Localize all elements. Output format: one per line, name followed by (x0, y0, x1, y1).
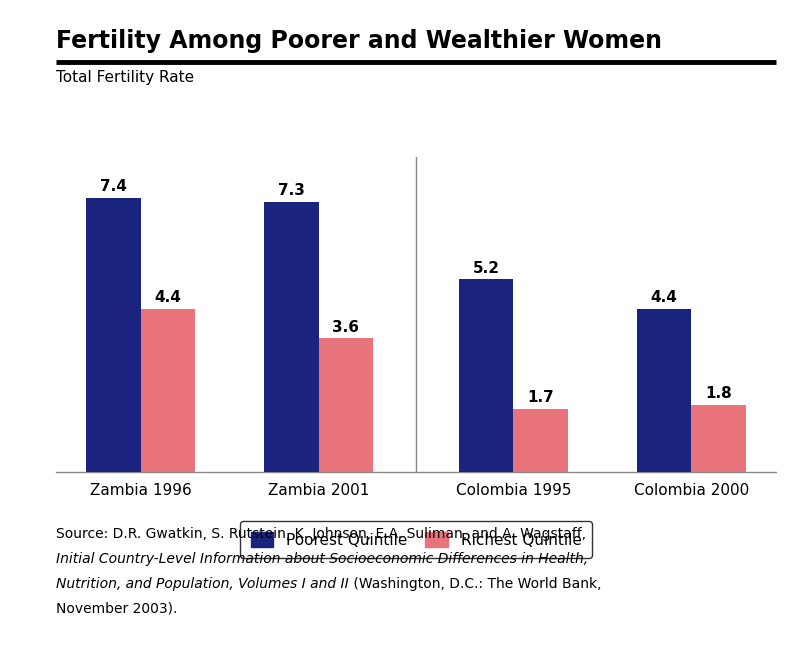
Text: Source: D.R. Gwatkin, S. Rutstein, K. Johnson, E.A. Suliman, and A. Wagstaff,: Source: D.R. Gwatkin, S. Rutstein, K. Jo… (56, 527, 586, 541)
Text: Fertility Among Poorer and Wealthier Women: Fertility Among Poorer and Wealthier Wom… (56, 29, 662, 54)
Text: 4.4: 4.4 (154, 290, 182, 305)
Bar (318, 339, 373, 472)
Text: 1.7: 1.7 (527, 390, 554, 405)
Text: Initial Country-Level Information about Socioeconomic Differences in Health,: Initial Country-Level Information about … (56, 552, 588, 566)
Bar (637, 309, 691, 472)
Legend: Poorest Quintile, Richest Quintile: Poorest Quintile, Richest Quintile (240, 521, 592, 558)
Text: 5.2: 5.2 (473, 261, 500, 276)
Text: November 2003).: November 2003). (56, 602, 178, 616)
Bar (691, 405, 746, 472)
Text: 4.4: 4.4 (650, 290, 678, 305)
Bar (86, 198, 141, 472)
Bar (141, 309, 195, 472)
Text: Total Fertility Rate: Total Fertility Rate (56, 70, 194, 85)
Text: 1.8: 1.8 (705, 386, 732, 402)
Text: Nutrition, and Population, Volumes I and II: Nutrition, and Population, Volumes I and… (56, 577, 349, 591)
Text: 7.4: 7.4 (100, 179, 127, 194)
Bar (514, 409, 568, 472)
Bar (264, 202, 318, 472)
Text: 3.6: 3.6 (332, 320, 359, 335)
Text: 7.3: 7.3 (278, 183, 305, 198)
Bar (459, 279, 514, 472)
Text: (Washington, D.C.: The World Bank,: (Washington, D.C.: The World Bank, (349, 577, 602, 591)
